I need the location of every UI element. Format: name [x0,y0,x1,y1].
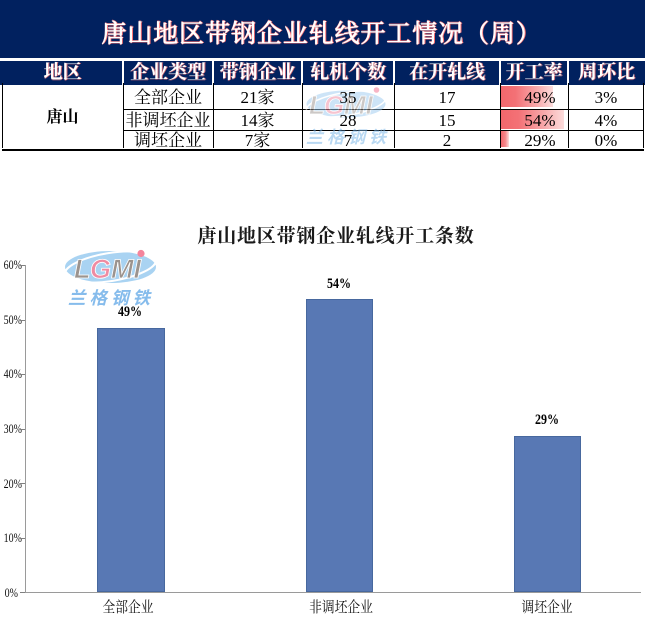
svg-text:L: L [309,90,325,120]
svg-text:兰格钢铁: 兰格钢铁 [68,285,154,309]
svg-text:L: L [74,254,91,284]
svg-text:MI: MI [344,90,374,120]
svg-text:兰格钢铁: 兰格钢铁 [306,123,390,148]
svg-text:G: G [90,254,111,284]
svg-text:G: G [324,90,344,120]
svg-text:MI: MI [111,254,141,284]
